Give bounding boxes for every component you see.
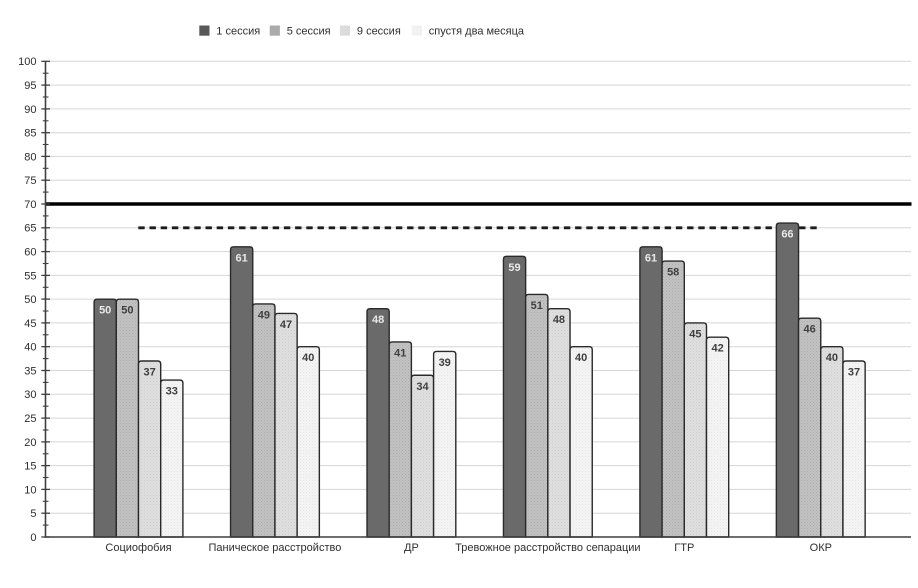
svg-text:40: 40: [302, 352, 314, 364]
svg-text:ГТР: ГТР: [674, 542, 694, 554]
svg-text:1 сессия: 1 сессия: [216, 25, 260, 37]
svg-text:40: 40: [24, 342, 36, 354]
svg-text:95: 95: [24, 80, 36, 92]
svg-text:51: 51: [531, 300, 543, 312]
svg-text:45: 45: [24, 318, 36, 330]
svg-text:49: 49: [258, 309, 270, 321]
svg-text:спустя два месяца: спустя два месяца: [429, 25, 525, 37]
svg-text:40: 40: [826, 352, 838, 364]
svg-text:45: 45: [689, 328, 701, 340]
svg-text:61: 61: [645, 252, 657, 264]
svg-text:47: 47: [280, 319, 292, 331]
svg-text:100: 100: [18, 56, 36, 68]
svg-text:50: 50: [99, 305, 111, 317]
svg-text:80: 80: [24, 151, 36, 163]
svg-text:61: 61: [236, 252, 248, 264]
svg-text:48: 48: [372, 314, 384, 326]
svg-text:15: 15: [24, 461, 36, 473]
svg-text:48: 48: [553, 314, 565, 326]
svg-text:75: 75: [24, 175, 36, 187]
svg-text:9 сессия: 9 сессия: [357, 25, 401, 37]
svg-text:70: 70: [24, 199, 36, 211]
svg-text:5: 5: [30, 508, 36, 520]
svg-text:25: 25: [24, 413, 36, 425]
svg-text:5 сессия: 5 сессия: [287, 25, 331, 37]
svg-text:35: 35: [24, 365, 36, 377]
svg-text:33: 33: [166, 386, 178, 398]
svg-text:66: 66: [781, 229, 793, 241]
svg-text:65: 65: [24, 223, 36, 235]
svg-text:50: 50: [24, 294, 36, 306]
svg-text:55: 55: [24, 270, 36, 282]
svg-text:0: 0: [30, 532, 36, 544]
svg-text:20: 20: [24, 437, 36, 449]
svg-text:41: 41: [394, 347, 406, 359]
svg-text:ДР: ДР: [404, 542, 419, 554]
svg-text:59: 59: [508, 262, 520, 274]
svg-text:40: 40: [575, 352, 587, 364]
svg-text:Тревожное расстройство сепарац: Тревожное расстройство сепарации: [455, 542, 640, 554]
svg-text:30: 30: [24, 389, 36, 401]
svg-text:10: 10: [24, 484, 36, 496]
svg-text:Социофобия: Социофобия: [105, 542, 171, 554]
svg-text:37: 37: [848, 366, 860, 378]
svg-text:ОКР: ОКР: [810, 542, 832, 554]
svg-text:42: 42: [711, 343, 723, 355]
svg-text:85: 85: [24, 128, 36, 140]
svg-text:37: 37: [143, 366, 155, 378]
svg-text:90: 90: [24, 104, 36, 116]
svg-text:58: 58: [667, 267, 679, 279]
svg-text:34: 34: [416, 381, 429, 393]
svg-text:46: 46: [804, 324, 816, 336]
svg-text:50: 50: [121, 305, 133, 317]
svg-text:39: 39: [439, 357, 451, 369]
svg-text:60: 60: [24, 247, 36, 259]
svg-text:Паническое расстройство: Паническое расстройство: [208, 542, 341, 554]
